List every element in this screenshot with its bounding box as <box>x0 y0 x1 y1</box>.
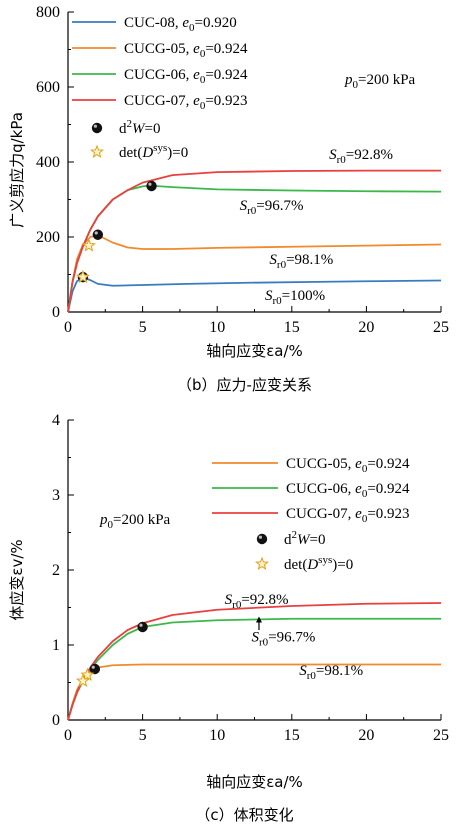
chart-b-marker-d2w-0 <box>92 229 104 240</box>
chart-c-annotation-2: Sr0=98.1% <box>299 663 363 682</box>
chart-b-legend-label-0: CUC-08, e0=0.920 <box>124 15 237 34</box>
chart-b-annotation-3: Sr0=100% <box>265 288 325 307</box>
chart-c-legend-marker-d2w <box>256 533 268 545</box>
chart-b: 0 5 10 15 20 25 0 200 400 600 800 轴向应变εa/% 广义剪应力q/kP… <box>8 4 449 394</box>
chart-b-condition-label: p0=200 kPa <box>344 72 416 91</box>
chart-b-legend-marker-d2w <box>91 122 103 134</box>
chart-b-legend-marker-label-1: det(Dsys)=0 <box>119 142 188 161</box>
chart-b-xtick-label-3: 15 <box>284 319 300 336</box>
chart-c-legend-marker-det <box>254 556 270 570</box>
chart-b-marker-det-4 <box>81 238 96 252</box>
chart-b-series-line-0 <box>67 276 442 313</box>
chart-b-marker-d2w-1 <box>146 180 157 192</box>
chart-b-xtick-label-1: 5 <box>139 319 147 336</box>
chart-c-legend-marker-d2w-highlight <box>258 535 262 539</box>
chart-b-legend-label-1: CUCG-05, e0=0.924 <box>124 41 248 60</box>
chart-c: 0 5 10 15 20 25 0 1 2 3 4 轴向应变εa/% 体应变εv/% CUCG-05, e… <box>8 412 449 824</box>
chart-b-caption: （b）应力-应变关系 <box>177 376 312 394</box>
chart-c-xtick-label-3: 15 <box>284 727 300 744</box>
chart-c-caption: （c）体积变化 <box>195 806 293 824</box>
chart-c-ytick-label-4: 4 <box>52 412 60 429</box>
chart-b-annotation-0: Sr0=92.8% <box>329 147 393 166</box>
chart-c-arrow-head <box>255 616 262 623</box>
chart-b-x-label: 轴向应变εa/% <box>206 342 303 360</box>
chart-b-xtick-label-4: 20 <box>358 319 374 336</box>
chart-c-legend-label-1: CUCG-06, e0=0.924 <box>286 481 410 500</box>
chart-c-xtick-label-2: 10 <box>209 727 225 744</box>
chart-b-y-label: 广义剪应力q/kPa <box>8 112 26 228</box>
chart-c-annotation-0: Sr0=92.8% <box>225 592 289 611</box>
chart-c-ytick-label-0: 0 <box>52 712 60 729</box>
chart-b-annotation-1: Sr0=96.7% <box>240 198 304 217</box>
chart-b-xtick-label-0: 0 <box>64 319 72 336</box>
chart-b-xtick-label-2: 10 <box>209 319 225 336</box>
chart-b-ytick-label-4: 800 <box>36 4 60 21</box>
chart-c-marker-d2w-1-highlight <box>139 623 143 627</box>
chart-c-ytick-label-1: 1 <box>52 637 60 654</box>
chart-b-legend-label-3: CUCG-07, e0=0.923 <box>124 93 248 112</box>
chart-b-series-line-1 <box>67 234 442 313</box>
chart-c-annotation-1: Sr0=96.7% <box>252 629 316 648</box>
chart-c-series-line-2 <box>67 602 442 721</box>
chart-b-marker-det-3 <box>75 269 90 284</box>
chart-c-series-line-0 <box>67 663 441 721</box>
chart-c-legend-label-2: CUCG-07, e0=0.923 <box>286 506 410 525</box>
chart-c-marker-det-2 <box>80 667 95 681</box>
chart-b-legend-label-2: CUCG-06, e0=0.924 <box>124 67 248 86</box>
chart-b-legend-marker-d2w-highlight <box>93 124 97 128</box>
chart-c-legend-marker-label-1: det(Dsys)=0 <box>284 554 353 573</box>
chart-b-marker-d2w-0-highlight <box>94 231 98 235</box>
chart-c-xtick-label-1: 5 <box>139 727 147 744</box>
chart-c-marker-det-3 <box>75 673 90 687</box>
chart-b-marker-d2w-1-highlight <box>148 182 152 186</box>
chart-b-annotation-2: Sr0=98.1% <box>269 252 333 271</box>
chart-b-ytick-label-0: 0 <box>52 304 60 321</box>
chart-c-ytick-label-3: 3 <box>52 487 60 504</box>
chart-b-ytick-label-3: 600 <box>36 79 60 96</box>
chart-b-ytick-label-1: 200 <box>36 229 60 246</box>
chart-c-y-label: 体应变εv/% <box>8 539 26 620</box>
chart-b-xtick-label-5: 25 <box>433 319 449 336</box>
chart-b-legend-marker-label-0: d2W=0 <box>119 118 160 137</box>
chart-c-x-label: 轴向应变εa/% <box>206 773 303 791</box>
chart-c-xtick-label-5: 25 <box>433 727 449 744</box>
chart-c-legend-marker-label-0: d2W=0 <box>284 529 325 548</box>
chart-c-marker-d2w-0-highlight <box>91 665 95 669</box>
chart-b-ytick-label-2: 400 <box>36 154 60 171</box>
chart-b-series-line-3 <box>67 169 441 313</box>
chart-c-legend-label-0: CUCG-05, e0=0.924 <box>286 456 410 475</box>
chart-c-ytick-label-2: 2 <box>52 562 60 579</box>
chart-c-marker-d2w-1 <box>137 621 148 633</box>
chart-c-xtick-label-4: 20 <box>358 727 374 744</box>
chart-b-legend-marker-det <box>89 144 105 158</box>
chart-c-condition-label: p0=200 kPa <box>99 512 171 531</box>
chart-c-xtick-label-0: 0 <box>64 727 72 744</box>
